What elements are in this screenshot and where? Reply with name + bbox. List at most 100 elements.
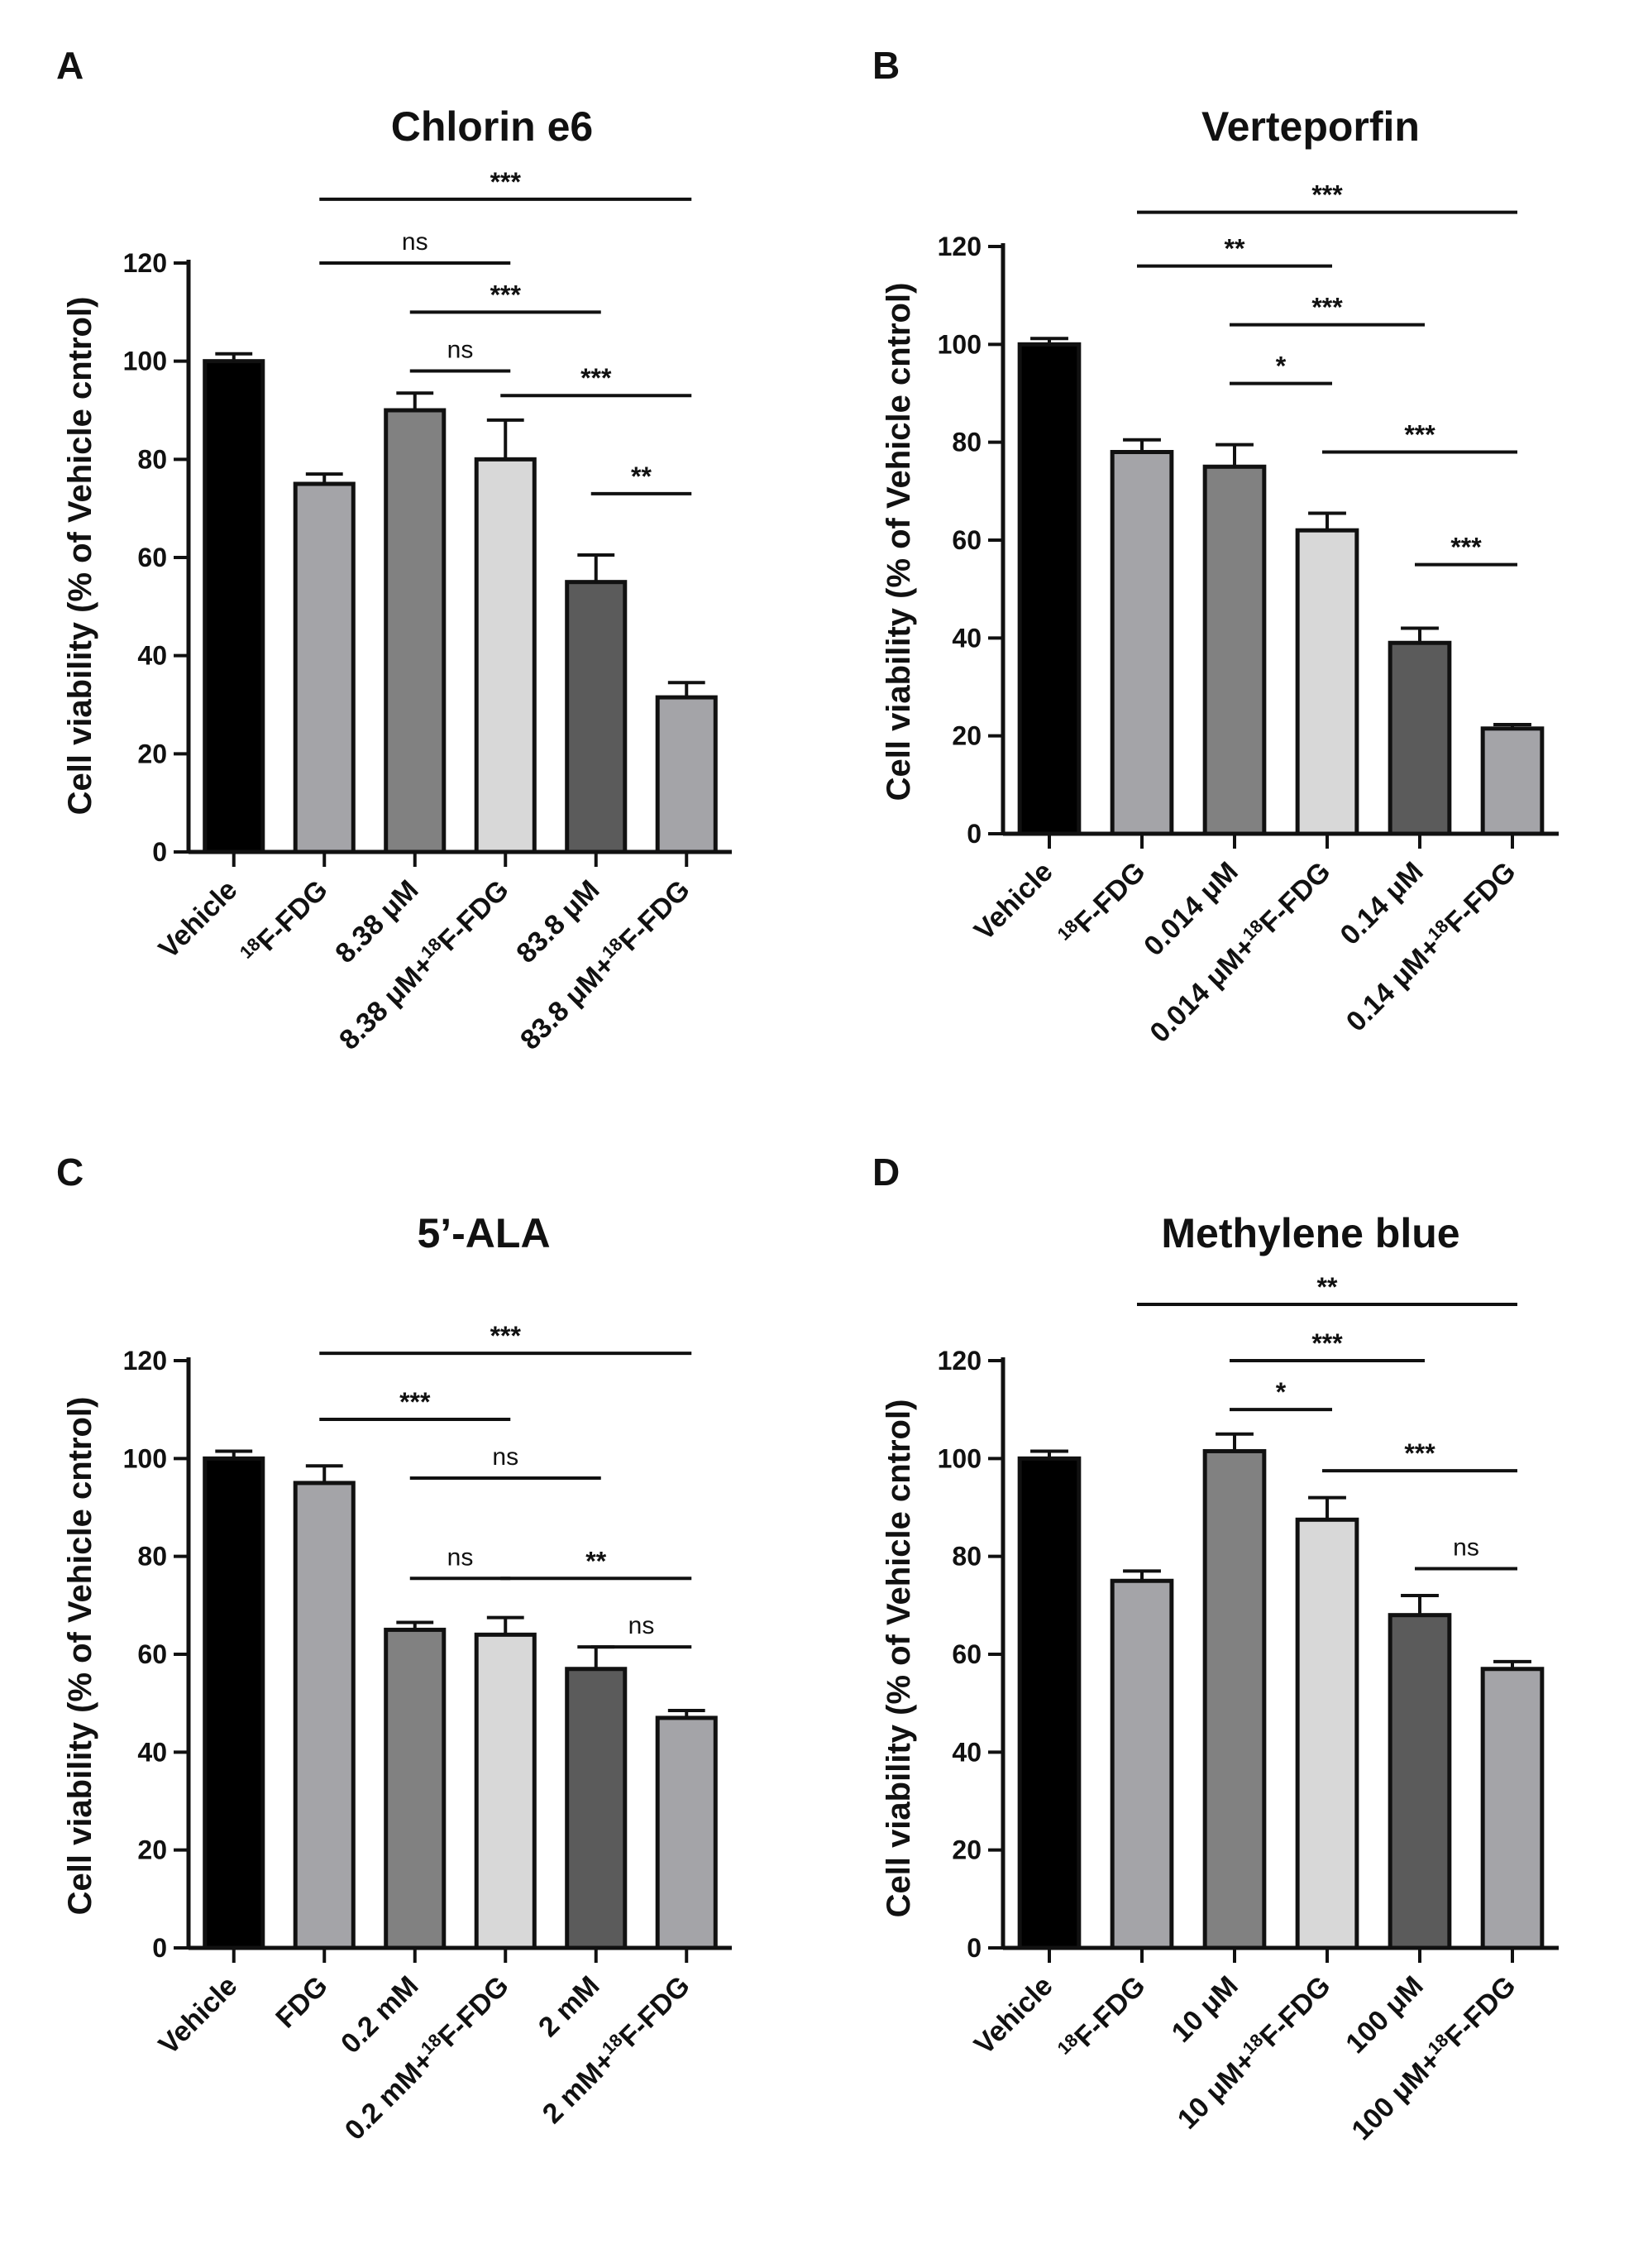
- x-tick-label: 18F-FDG: [1053, 1969, 1151, 2067]
- y-tick-label: 100: [123, 1443, 167, 1473]
- x-tick-label: 83.8 μM+18F-FDG: [513, 873, 696, 1056]
- y-tick-label: 40: [137, 641, 167, 671]
- chart-title: Chlorin e6: [391, 103, 593, 150]
- significance-label: **: [585, 1546, 606, 1576]
- bar: [1202, 1448, 1267, 1950]
- y-tick-label: 40: [952, 1737, 982, 1767]
- significance-label: **: [631, 462, 652, 491]
- bar: [1110, 1578, 1174, 1950]
- x-tick-label: FDG: [270, 1970, 334, 2035]
- y-tick-label: 60: [952, 1639, 982, 1669]
- bar: [1017, 342, 1082, 836]
- bar: [655, 695, 718, 854]
- y-tick-label: 60: [137, 543, 167, 572]
- y-tick-label: 0: [967, 819, 982, 849]
- y-tick-label: 40: [952, 623, 982, 653]
- y-tick-label: 100: [938, 329, 982, 359]
- y-tick-label: 80: [137, 444, 167, 474]
- significance-label: ***: [490, 167, 522, 197]
- y-tick-label: 80: [952, 1542, 982, 1572]
- bar: [1202, 464, 1267, 836]
- significance-label: ***: [1311, 293, 1343, 323]
- bar: [203, 1456, 265, 1950]
- x-tick-label: 100 μM+18F-FDG: [1345, 1969, 1522, 2146]
- y-axis-label: Cell viability (% of Vehicle cntrol): [881, 1400, 917, 1918]
- panel-letter: B: [872, 44, 900, 87]
- significance-label: ***: [490, 1321, 522, 1351]
- x-tick-label: 0.014 μM+18F-FDG: [1143, 854, 1337, 1049]
- chart-title: Methylene blue: [1161, 1210, 1459, 1256]
- panel-d: D Methylene blue Cell viability (% of Ve…: [872, 1151, 1559, 2146]
- y-tick-label: 80: [137, 1542, 167, 1572]
- y-tick-label: 120: [123, 248, 167, 278]
- y-tick-label: 20: [952, 1835, 982, 1865]
- y-tick-label: 60: [137, 1639, 167, 1669]
- y-axis-label: Cell viability (% of Vehicle cntrol): [62, 297, 98, 816]
- significance-label: ***: [1311, 1328, 1343, 1358]
- x-tick-label: 2 mM+18F-FDG: [535, 1969, 696, 2130]
- bar: [474, 1632, 537, 1950]
- x-tick-label: 18F-FDG: [1053, 854, 1151, 953]
- x-tick-label: 0.2 mM: [335, 1970, 424, 2060]
- bar: [474, 457, 537, 854]
- bar: [293, 481, 356, 854]
- y-axis-label: Cell viability (% of Vehicle cntrol): [62, 1397, 98, 1916]
- significance-label: ***: [1450, 533, 1482, 562]
- panel-a: A Chlorin e6 Cell viability (% of Vehicl…: [56, 44, 732, 1056]
- bar: [384, 1627, 447, 1950]
- x-tick-label: 8.38 μM: [329, 874, 424, 969]
- x-tick-label: 0.14 μM: [1335, 856, 1430, 951]
- y-tick-label: 0: [152, 837, 167, 867]
- panel-b: B Verteporfin Cell viability (% of Vehic…: [872, 44, 1559, 1049]
- bar: [384, 408, 447, 854]
- x-tick-label: 8.38 μM+18F-FDG: [332, 873, 515, 1056]
- bar: [1295, 528, 1359, 836]
- panel-letter: A: [56, 44, 84, 87]
- x-tick-label: Vehicle: [153, 874, 244, 965]
- panel-letter: C: [56, 1151, 84, 1194]
- significance-label: ***: [1404, 420, 1435, 450]
- significance-label: **: [1225, 234, 1245, 264]
- significance-label: ns: [1453, 1534, 1479, 1561]
- y-tick-label: 20: [137, 1835, 167, 1865]
- y-tick-label: 100: [938, 1443, 982, 1473]
- bar: [1110, 450, 1174, 836]
- bar: [1388, 640, 1452, 836]
- bar: [1480, 726, 1545, 836]
- x-tick-label: 0.14 μM+18F-FDG: [1339, 854, 1522, 1038]
- bar: [1388, 1613, 1452, 1950]
- x-tick-label: 18F-FDG: [236, 873, 334, 971]
- x-tick-label: Vehicle: [153, 1970, 244, 2061]
- y-tick-label: 120: [123, 1346, 167, 1376]
- panel-c: C 5’-ALA Cell viability (% of Vehicle cn…: [56, 1151, 732, 2146]
- x-tick-label: Vehicle: [968, 856, 1059, 947]
- significance-label: ns: [447, 337, 474, 364]
- significance-label: ***: [580, 363, 612, 393]
- bar: [565, 1667, 628, 1950]
- y-tick-label: 0: [967, 1933, 982, 1963]
- bar: [1480, 1667, 1545, 1950]
- y-tick-label: 60: [952, 525, 982, 555]
- x-tick-label: 83.8 μM: [510, 874, 605, 969]
- panel-letter: D: [872, 1151, 900, 1194]
- bar: [1017, 1456, 1082, 1950]
- x-tick-label: 10 μM+18F-FDG: [1170, 1969, 1337, 2136]
- significance-label: *: [1276, 1377, 1287, 1407]
- bar: [293, 1481, 356, 1950]
- y-tick-label: 20: [952, 721, 982, 751]
- bar: [203, 359, 265, 854]
- y-tick-label: 120: [938, 232, 982, 261]
- y-tick-label: 100: [123, 347, 167, 376]
- significance-label: ***: [490, 280, 522, 309]
- significance-label: ns: [492, 1443, 518, 1471]
- y-tick-label: 20: [137, 739, 167, 768]
- chart-title: 5’-ALA: [417, 1210, 550, 1256]
- y-tick-label: 40: [137, 1737, 167, 1767]
- significance-label: ***: [1404, 1438, 1435, 1468]
- significance-label: ns: [447, 1543, 474, 1571]
- x-tick-label: Vehicle: [968, 1970, 1059, 2061]
- y-axis-label: Cell viability (% of Vehicle cntrol): [881, 283, 917, 801]
